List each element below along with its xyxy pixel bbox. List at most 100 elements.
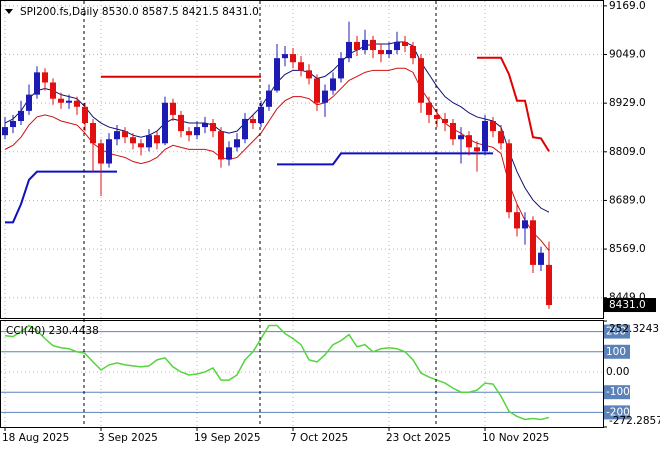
level-box — [604, 344, 630, 359]
candle-body — [154, 135, 160, 144]
main-panel-border — [0, 0, 604, 319]
candle-body — [162, 102, 168, 144]
level-box — [604, 405, 630, 420]
candle-body — [234, 139, 240, 148]
candle-body — [418, 58, 424, 103]
level-label: 0.00 — [606, 366, 629, 378]
candle-body — [106, 139, 112, 164]
candle-body — [442, 118, 448, 124]
y-tick-label: 9169.0 — [609, 0, 646, 12]
candle-body — [370, 39, 376, 51]
candle-body — [202, 123, 208, 128]
x-tick-label: 10 Nov 2025 — [482, 432, 549, 444]
x-tick-label: 18 Aug 2025 — [2, 432, 69, 444]
candle-body — [410, 45, 416, 59]
candle-body — [514, 212, 520, 229]
candle-body — [298, 62, 304, 71]
candle-body — [330, 78, 336, 91]
candle-body — [138, 143, 144, 148]
x-tick-label: 7 Oct 2025 — [290, 432, 348, 444]
candle-body — [50, 82, 56, 99]
candle-body — [338, 58, 344, 79]
candle-body — [42, 72, 48, 83]
candle-body — [242, 118, 248, 140]
candle-body — [498, 131, 504, 144]
cci-line — [4, 324, 550, 421]
candle-body — [210, 123, 216, 132]
candle-body — [306, 70, 312, 79]
candle-body — [362, 39, 368, 51]
candle-body — [450, 123, 456, 140]
candle-body — [426, 102, 432, 115]
level-label: -100 — [606, 386, 630, 398]
indicator-line — [4, 67, 550, 252]
y-tick-label: 8809.0 — [609, 146, 646, 158]
cci-title: CCI(40) 230.4438 — [6, 325, 99, 337]
candle-body — [74, 100, 80, 107]
candle-body — [178, 114, 184, 132]
candle-body — [226, 147, 232, 160]
candle-body — [394, 41, 400, 51]
candle-body — [266, 90, 272, 107]
cci-panel-border — [0, 320, 604, 428]
x-tick-label: 19 Sep 2025 — [194, 432, 261, 444]
candle-body — [218, 131, 224, 160]
y-tick-label: 8569.0 — [609, 243, 646, 255]
y-tick-label: 9049.0 — [609, 49, 646, 61]
candle-body — [146, 135, 152, 148]
candle-body — [82, 106, 88, 124]
indicator-line — [101, 56, 550, 152]
candle-body — [546, 264, 552, 306]
candle-body — [538, 252, 544, 265]
candle-body — [458, 135, 464, 140]
candle-body — [522, 220, 528, 229]
candle-body — [274, 58, 280, 91]
candle-body — [26, 94, 32, 111]
candle-body — [346, 41, 352, 59]
candle-body — [250, 118, 256, 124]
candle-body — [98, 143, 104, 164]
level-box — [604, 385, 630, 400]
level-label: 100 — [606, 346, 626, 358]
candle-body — [122, 131, 128, 138]
candle-body — [386, 50, 392, 55]
candle-body — [466, 135, 472, 148]
candle-body — [58, 98, 64, 103]
indicator-line — [5, 152, 493, 224]
candle-body — [18, 110, 24, 121]
candle-body — [434, 114, 440, 119]
candle-body — [2, 127, 8, 136]
menu-triangle — [5, 9, 13, 14]
candle-body — [322, 90, 328, 103]
candle-body — [530, 220, 536, 265]
candle-body — [290, 54, 296, 63]
candle-body — [354, 41, 360, 51]
candle-body — [130, 137, 136, 144]
level-label: -200 — [606, 406, 630, 418]
candle-body — [402, 41, 408, 46]
y-tick-label: -272.2857 — [609, 415, 660, 427]
candle-body — [10, 120, 16, 128]
x-tick-label: 23 Oct 2025 — [386, 432, 451, 444]
candle-body — [490, 120, 496, 132]
candle-body — [194, 127, 200, 136]
level-box — [604, 324, 630, 339]
y-tick-label: 8689.0 — [609, 194, 646, 206]
candle-body — [170, 102, 176, 115]
x-tick-label: 3 Sep 2025 — [98, 432, 158, 444]
candle-body — [378, 50, 384, 55]
candle-body — [506, 143, 512, 213]
last-price-label: 8431.0 — [609, 299, 646, 311]
candle-body — [474, 147, 480, 152]
candle-body — [314, 78, 320, 103]
candle-body — [66, 100, 72, 103]
candle-body — [482, 120, 488, 152]
candle-body — [34, 72, 40, 95]
candle-body — [114, 131, 120, 140]
candle-body — [90, 123, 96, 144]
last-price-box — [604, 298, 656, 313]
level-label: 200 — [606, 326, 626, 338]
candle-body — [282, 54, 288, 59]
y-tick-label: 8929.0 — [609, 97, 646, 109]
